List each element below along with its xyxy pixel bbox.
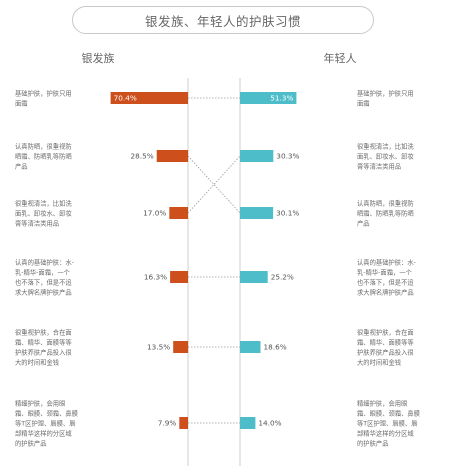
category-label-silver-5: 精细护肤，会用眼霜、眼膜、颈霜、鼻膜等T区护理、唇膜、唇部精华这样的分区域的护肤… — [15, 398, 79, 447]
value-label-young-2: 30.1% — [276, 209, 299, 218]
category-label-silver-2: 很重视清洁，比如洗面乳、卸妆水、卸妆膏等清洁类用品 — [15, 198, 72, 227]
value-label-young-0: 51.3% — [270, 94, 293, 103]
series-heading-silver: 银发族 — [82, 51, 115, 65]
series-heading-young: 年轻人 — [324, 51, 357, 65]
value-label-silver-0: 70.4% — [114, 94, 137, 103]
connector-1 — [187, 155, 241, 214]
category-label-young-0: 基础护肤，护肤只用面霜 — [357, 88, 414, 107]
category-label-silver-0: 基础护肤，护肤只用面霜 — [15, 88, 72, 107]
bar-young-0 — [240, 92, 297, 104]
category-label-silver-1: 认真防晒，很重视防晒霜、防晒乳等防晒产品 — [15, 141, 72, 170]
category-label-silver-4: 很重视护肤，合在面霜、精华、面膜等等护肤养肤产品投入很大的时间和金钱 — [15, 327, 72, 366]
value-label-silver-3: 16.3% — [144, 273, 167, 282]
bar-silver-3 — [170, 271, 188, 283]
bar-silver-2 — [169, 207, 188, 219]
value-label-silver-5: 7.9% — [158, 419, 177, 428]
value-label-young-5: 14.0% — [258, 419, 281, 428]
value-label-young-3: 25.2% — [271, 273, 294, 282]
value-label-young-1: 30.3% — [276, 152, 299, 161]
category-label-silver-3: 认真的基础护肤：水-乳-精华-面霜，一个也不落下，但是不追求大牌名牌护肤产品 — [15, 257, 74, 296]
value-label-silver-2: 17.0% — [143, 209, 166, 218]
category-label-young-4: 很重视护肤，合在面霜、精华、面膜等等护肤养肤产品投入很大的时间和金钱 — [357, 327, 414, 366]
bar-silver-5 — [179, 417, 188, 429]
chart-title-box: 银发族、年轻人的护肤习惯 — [72, 6, 374, 34]
category-label-young-5: 精细护肤，会用眼霜、眼膜、颈霜、鼻膜等T区护理、唇膜、唇部精华这样的分区域的护肤… — [357, 398, 421, 447]
bar-young-5 — [240, 417, 256, 429]
bar-young-4 — [240, 341, 261, 353]
bar-young-3 — [240, 271, 268, 283]
value-label-young-4: 18.6% — [264, 343, 287, 352]
bar-silver-0 — [110, 92, 188, 104]
connector-2 — [187, 155, 241, 214]
category-label-young-1: 很重视清洁，比如洗面乳、卸妆水、卸妆膏等清洁类用品 — [357, 141, 414, 170]
bar-silver-1 — [156, 150, 189, 162]
bar-young-2 — [240, 207, 274, 219]
value-label-silver-1: 28.5% — [131, 152, 154, 161]
category-label-young-3: 认真的基础护肤：水-乳-精华-面霜，一个也不落下，但是不追求大牌名牌护肤产品 — [357, 257, 416, 296]
chart-title: 银发族、年轻人的护肤习惯 — [144, 13, 301, 29]
value-label-silver-4: 13.5% — [147, 343, 170, 352]
bar-silver-4 — [173, 341, 189, 353]
bar-young-1 — [240, 150, 274, 162]
category-label-young-2: 认真防晒，很重视防晒霜、防晒乳等防晒产品 — [357, 198, 414, 227]
